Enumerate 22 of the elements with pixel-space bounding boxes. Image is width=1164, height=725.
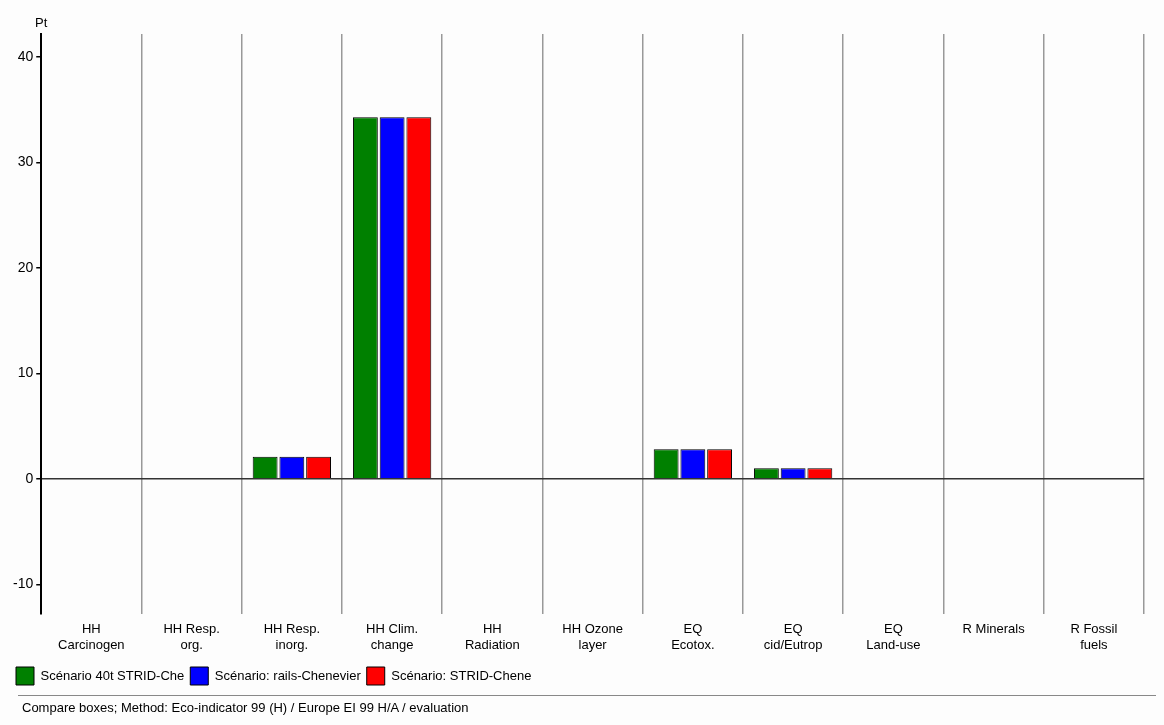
x-tick-label: R Minerals bbox=[962, 621, 1026, 637]
x-tick-label: HH Clim. change bbox=[366, 621, 419, 652]
x-tick-label: HH Resp. org. bbox=[163, 621, 220, 652]
legend-label: Scénario: STRID-Chene bbox=[391, 667, 532, 683]
y-tick-label: 30 bbox=[17, 153, 34, 170]
x-tick-label: HH Resp. inorg. bbox=[263, 621, 321, 652]
x-tick-label: HH Ozone layer bbox=[562, 621, 623, 652]
x-tick-label: EQ Ecotox. bbox=[671, 621, 715, 652]
y-tick-label: 20 bbox=[17, 258, 34, 275]
text: Compare boxes; Method: Eco-indicator 99 (H) / Europe EI 99 H/A / evaluation bbox=[22, 700, 470, 715]
x-tick-label: EQ Land-use bbox=[866, 621, 921, 652]
legend-label: Scénario: rails-Chenevier bbox=[214, 667, 362, 683]
y-tick-label: 0 bbox=[25, 469, 34, 486]
y-tick-label: -10 bbox=[13, 575, 34, 592]
x-tick-label: EQ cid/Eutrop bbox=[763, 621, 823, 652]
y-tick-label: 10 bbox=[17, 364, 34, 381]
y-tick-label: 40 bbox=[17, 48, 34, 65]
x-tick-label: R Fossil fuels bbox=[1070, 621, 1118, 652]
y-axis-title: Pt bbox=[35, 15, 48, 31]
x-tick-label: HH Carcinogen bbox=[58, 621, 125, 652]
legend-label: Scénario 40t STRID-Che bbox=[40, 667, 185, 683]
x-tick-label: HH Radiation bbox=[464, 621, 520, 652]
